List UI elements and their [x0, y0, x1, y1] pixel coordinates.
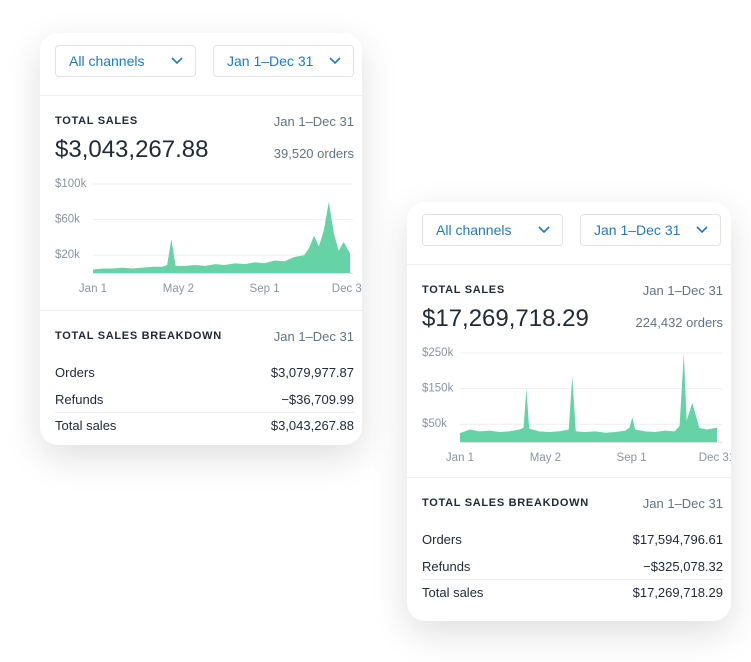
- total-amount: $3,043,267.88: [55, 136, 209, 163]
- x-tick-label: Jan 1: [79, 283, 107, 295]
- breakdown-label: Refunds: [55, 391, 104, 407]
- section-range: Jan 1–Dec 31: [642, 283, 723, 298]
- channel-select[interactable]: All channels: [422, 214, 563, 246]
- chevron-path: [538, 226, 550, 234]
- breakdown-value: $17,269,718.29: [632, 585, 723, 600]
- date-range-select[interactable]: Jan 1–Dec 31: [580, 214, 721, 246]
- chevron: [696, 226, 708, 234]
- section-title: TOTAL SALES: [422, 284, 505, 296]
- y-tick-label: $150k: [422, 383, 454, 395]
- sales-chart: $50k $150k $250k Jan 1 May 2 Sep 1 Dec 31: [422, 347, 731, 464]
- channel-select-text: All channels: [69, 53, 145, 69]
- breakdown-value: $3,043,267.88: [270, 418, 354, 433]
- breakdown-label: Orders: [55, 365, 95, 380]
- sales-card: All channels Jan 1–Dec 31 TOTAL SALES Jan 1…: [40, 33, 362, 445]
- divider: [40, 310, 362, 311]
- y-tick-label: $20k: [55, 249, 80, 261]
- x-tick-label: Dec 31: [332, 283, 362, 295]
- channel-select-text: All channels: [436, 222, 512, 238]
- chevron: [538, 226, 550, 234]
- date-range-select-text: Jan 1–Dec 31: [227, 53, 314, 69]
- x-tick-label: Dec 31: [699, 452, 731, 464]
- breakdown-value: −$325,078.32: [643, 558, 723, 574]
- breakdown-label: Refunds: [422, 558, 471, 574]
- order-count: 224,432 orders: [635, 315, 723, 330]
- breakdown-label: Orders: [422, 532, 462, 547]
- sales-area: [93, 201, 350, 273]
- breakdown-label: Total sales: [55, 418, 117, 433]
- breakdown-title: TOTAL SALES BREAKDOWN: [55, 330, 222, 342]
- channel-select[interactable]: All channels: [55, 45, 196, 77]
- x-tick-label: Sep 1: [617, 452, 647, 464]
- date-range-select-text: Jan 1–Dec 31: [594, 222, 681, 238]
- breakdown-label: Total sales: [422, 585, 484, 600]
- section-title: TOTAL SALES: [55, 115, 138, 127]
- section-range: Jan 1–Dec 31: [273, 114, 354, 129]
- chevron-path: [696, 226, 708, 234]
- sales-area: [460, 353, 717, 442]
- total-amount: $17,269,718.29: [422, 305, 589, 332]
- x-tick-label: May 2: [163, 283, 194, 295]
- chevron: [171, 57, 183, 65]
- row-divider: [422, 579, 723, 580]
- divider: [407, 477, 731, 478]
- breakdown-value: −$36,709.99: [281, 391, 354, 407]
- divider: [40, 95, 362, 96]
- x-tick-label: Jan 1: [446, 452, 474, 464]
- breakdown-value: $3,079,977.87: [270, 365, 354, 380]
- x-tick-label: Sep 1: [250, 283, 280, 295]
- sales-chart: $20k $60k $100k Jan 1 May 2 Sep 1 Dec 31: [55, 178, 362, 295]
- y-tick-label: $250k: [422, 347, 454, 359]
- breakdown-range: Jan 1–Dec 31: [273, 329, 354, 344]
- divider: [407, 264, 731, 265]
- row-divider: [55, 412, 354, 413]
- chevron: [329, 57, 341, 65]
- y-tick-label: $100k: [55, 178, 87, 190]
- y-tick-label: $60k: [55, 214, 80, 226]
- breakdown-range: Jan 1–Dec 31: [642, 496, 723, 511]
- chevron-path: [171, 57, 183, 65]
- date-range-select[interactable]: Jan 1–Dec 31: [213, 45, 354, 77]
- x-tick-label: May 2: [530, 452, 561, 464]
- y-tick-label: $50k: [422, 418, 447, 430]
- order-count: 39,520 orders: [273, 146, 354, 161]
- breakdown-value: $17,594,796.61: [632, 532, 723, 547]
- breakdown-title: TOTAL SALES BREAKDOWN: [422, 497, 589, 509]
- sales-card: All channels Jan 1–Dec 31 TOTAL SALES Jan 1…: [407, 202, 731, 621]
- chevron-path: [329, 57, 341, 65]
